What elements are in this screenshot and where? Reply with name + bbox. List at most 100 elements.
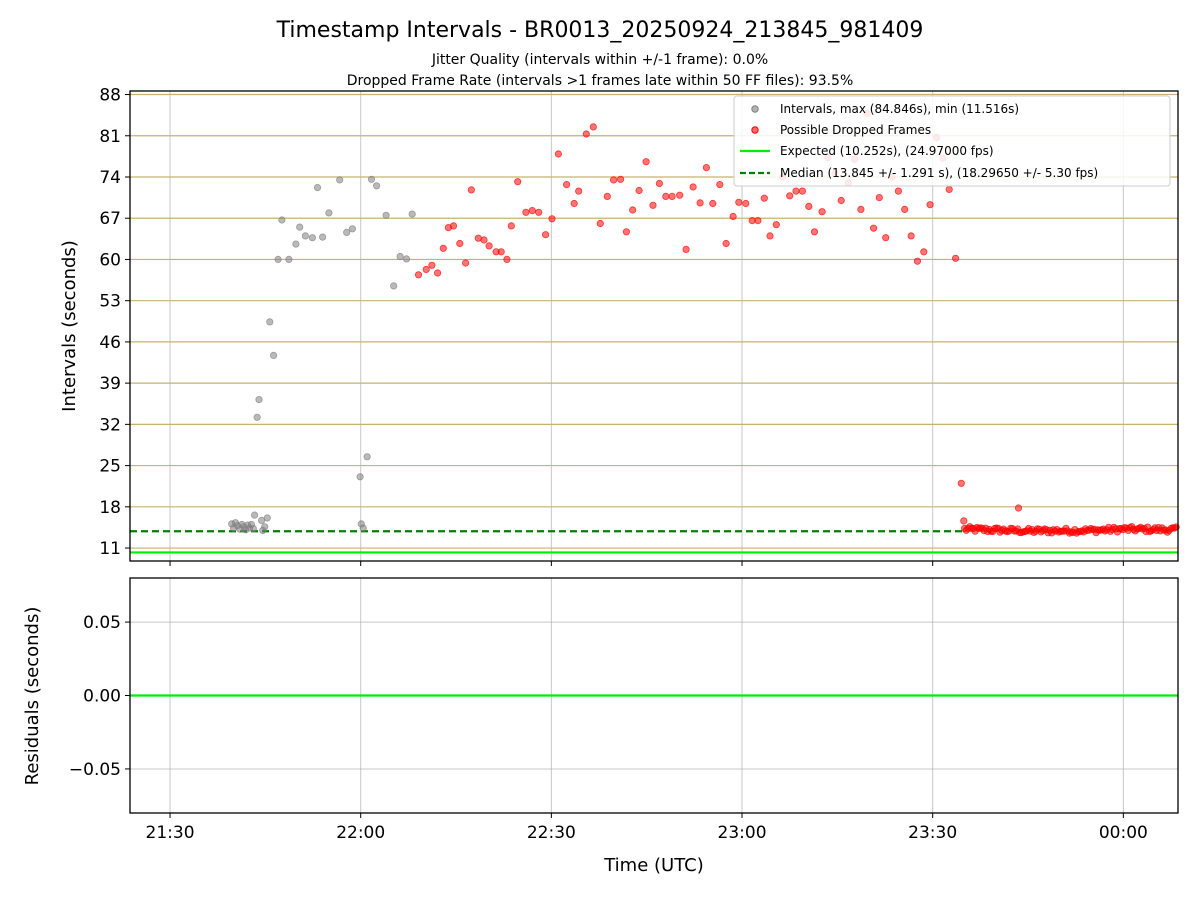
dropped-frame-point xyxy=(642,158,650,166)
dropped-frame-point xyxy=(589,123,597,131)
dropped-frame-point xyxy=(649,201,657,209)
dropped-frame-point xyxy=(716,181,724,189)
y-tick-label: 0.00 xyxy=(83,687,121,707)
dropped-frame-point xyxy=(449,222,458,230)
residuals-x-ticks: 21:30 22:00 22:30 23:00 23:30 00:00 xyxy=(146,813,1148,843)
dropped-frame-point xyxy=(957,479,965,487)
dropped-frame-point xyxy=(503,255,511,263)
intervals-grid xyxy=(130,91,1178,561)
dropped-frame-point xyxy=(882,234,890,242)
intervals-panel: 11 18 25 32 39 46 53 60 67 74 81 88 Intervals (seco… xyxy=(59,86,1180,566)
interval-point xyxy=(359,524,367,532)
interval-point xyxy=(356,473,364,481)
legend-label-median: Median (13.845 +/- 1.291 s), (18.29650 +… xyxy=(780,166,1098,180)
dropped-frame-point xyxy=(689,183,697,191)
interval-point xyxy=(301,232,309,240)
dropped-frame-point xyxy=(772,221,780,229)
y-tick-label: −0.05 xyxy=(69,760,121,780)
legend-marker-dropped xyxy=(751,126,759,134)
interval-point xyxy=(308,234,316,242)
dropped-frame-point xyxy=(735,198,743,206)
interval-point xyxy=(266,318,274,326)
x-tick-label: 22:30 xyxy=(527,823,576,843)
x-tick-label: 21:30 xyxy=(146,823,195,843)
dropped-frame-point xyxy=(461,259,470,267)
intervals-x-ticks xyxy=(169,561,1124,566)
dropped-frame-point xyxy=(676,191,684,199)
interval-point xyxy=(253,413,261,421)
interval-point xyxy=(343,228,351,236)
dropped-frame-point xyxy=(528,207,536,215)
dropped-frame-point xyxy=(433,269,442,277)
interval-point xyxy=(325,209,333,217)
dropped-frame-point xyxy=(622,228,631,236)
y-tick-label: 88 xyxy=(99,86,121,106)
dropped-frame-point xyxy=(766,232,774,240)
y-tick-label: 67 xyxy=(99,209,121,229)
dropped-frame-point xyxy=(729,212,737,221)
dropped-frame-point xyxy=(609,176,618,184)
dropped-frame-point xyxy=(603,192,611,200)
dropped-frame-point xyxy=(485,242,493,250)
interval-point xyxy=(402,255,411,263)
dropped-frame-point xyxy=(742,199,750,208)
interval-point xyxy=(396,252,404,261)
dropped-frame-point xyxy=(951,254,960,262)
dropped-frame-point xyxy=(722,239,730,248)
dropped-frame-point xyxy=(837,196,845,205)
interval-point xyxy=(269,351,278,359)
dropped-frame-point xyxy=(456,239,464,248)
y-tick-label: 46 xyxy=(99,333,121,353)
dropped-frame-point xyxy=(548,215,556,223)
legend: Intervals, max (84.846s), min (11.516s) … xyxy=(733,95,1171,187)
y-tick-label: 53 xyxy=(99,292,121,312)
interval-point xyxy=(274,255,282,263)
dropped-frame-point xyxy=(682,245,690,253)
dropped-frame-point xyxy=(562,181,571,189)
dropped-frame-point xyxy=(668,192,676,200)
residuals-panel: 0.05 0.00 −0.05 21:30 22:00 22:30 23:00 23:30 0… xyxy=(22,577,1179,876)
dropped-frame-point xyxy=(798,187,807,195)
legend-box xyxy=(733,95,1171,187)
interval-point xyxy=(367,175,376,183)
dropped-frame-point xyxy=(541,231,550,239)
dropped-frame-point xyxy=(497,248,505,256)
dropped-frame-point xyxy=(655,179,664,188)
dropped-frame-point xyxy=(596,219,604,228)
dropped-frame-point xyxy=(901,205,909,213)
y-tick-label: 39 xyxy=(99,374,121,394)
interval-point xyxy=(336,176,344,184)
dropped-frame-point xyxy=(920,248,928,256)
dropped-frame-point xyxy=(805,202,813,210)
dropped-frame-point xyxy=(575,187,583,195)
dropped-frame-point xyxy=(507,222,515,230)
chart-subtitle-dropped: Dropped Frame Rate (intervals >1 frames … xyxy=(347,73,854,89)
dropped-frame-point xyxy=(428,261,436,269)
x-axis-label: Time (UTC) xyxy=(603,855,704,876)
dropped-frame-point xyxy=(554,150,563,158)
y-tick-label: 18 xyxy=(99,498,121,518)
intervals-y-ticks: 11 18 25 32 39 46 53 60 67 74 81 88 xyxy=(99,86,130,559)
interval-point xyxy=(348,225,356,233)
dropped-frame-point xyxy=(696,199,704,207)
dropped-frame-point xyxy=(616,175,625,183)
dropped-frame-point xyxy=(960,517,968,525)
y-tick-label: 81 xyxy=(99,127,121,147)
interval-point xyxy=(278,216,286,224)
interval-points xyxy=(228,109,1180,537)
dropped-frame-point xyxy=(857,205,865,213)
x-tick-label: 23:30 xyxy=(908,823,957,843)
dropped-frame-point xyxy=(792,187,800,195)
dropped-frame-point xyxy=(629,206,637,214)
intervals-y-label: Intervals (seconds) xyxy=(59,240,80,412)
dropped-frame-point xyxy=(818,208,826,216)
interval-point xyxy=(285,255,293,263)
dropped-frame-point xyxy=(875,194,883,202)
interval-point xyxy=(251,511,259,519)
dropped-frame-point xyxy=(467,186,475,194)
y-tick-label: 11 xyxy=(99,539,121,559)
x-tick-label: 22:00 xyxy=(336,823,385,843)
y-tick-label: 0.05 xyxy=(83,613,121,633)
legend-marker-intervals xyxy=(751,105,759,113)
dropped-frame-point xyxy=(535,208,543,216)
